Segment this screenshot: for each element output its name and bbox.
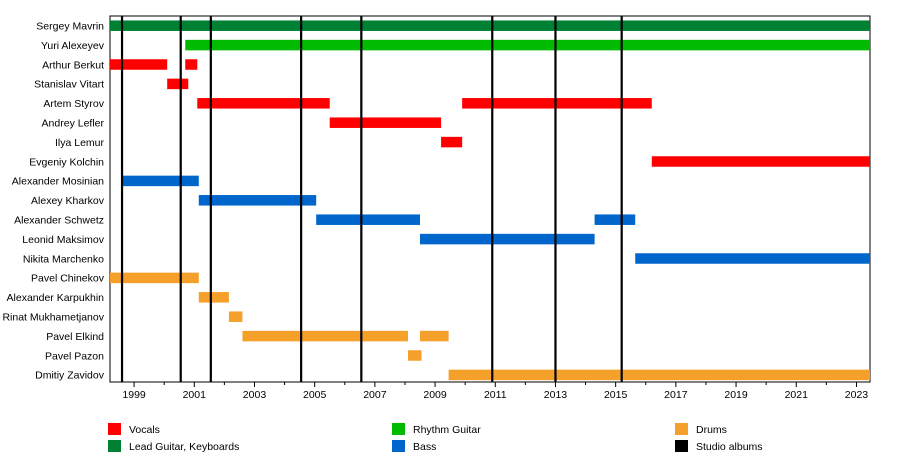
member-label: Leonid Maksimov: [22, 234, 104, 246]
legend-swatch-drums: [675, 423, 688, 435]
bar-arthur-berkut-2: [185, 59, 198, 70]
bar-evgeniy-kolchin-1: [651, 156, 870, 167]
bar-arthur-berkut-1: [110, 59, 168, 70]
x-tick-label: 2017: [664, 389, 688, 401]
legend: Vocals Lead Guitar, Keyboards Rhythm Guita…: [108, 423, 763, 453]
x-tick-label: 2015: [604, 389, 628, 401]
member-label: Alexey Kharkov: [31, 195, 105, 207]
bar-pavel-elkind-1: [242, 330, 408, 342]
legend-label-drums: Drums: [696, 424, 727, 436]
bar-artem-styrov-2: [462, 98, 652, 109]
legend-swatch-bass: [392, 440, 405, 452]
legend-swatch-albums: [675, 440, 688, 452]
member-label: Yuri Alexeyev: [41, 40, 105, 52]
member-label: Sergey Mavrin: [36, 21, 104, 33]
bar-alexey-kharkov-1: [198, 195, 317, 206]
bar-artem-styrov-1: [197, 98, 330, 109]
legend-label-lead: Lead Guitar, Keyboards: [129, 441, 239, 453]
x-tick-label: 2019: [724, 389, 748, 401]
bar-pavel-pazon-1: [407, 350, 422, 361]
member-label: Alexander Karpukhin: [7, 292, 105, 304]
legend-swatch-lead: [108, 440, 121, 452]
x-tick-label: 2007: [363, 389, 387, 401]
x-tick-label: 2001: [183, 389, 207, 401]
x-axis: 1999 2001 2003 2005 2007 2009 2011 2013 2015 2017…: [110, 381, 870, 401]
bar-alexander-schwetz-2: [594, 214, 636, 225]
member-bars: [110, 20, 870, 381]
member-label: Pavel Elkind: [46, 331, 104, 343]
member-label: Nikita Marchenko: [23, 253, 104, 265]
member-label: Pavel Chinekov: [31, 273, 105, 285]
x-tick-label: 2009: [423, 389, 447, 401]
member-label: Evgeniy Kolchin: [29, 156, 104, 168]
x-tick-label: 2023: [845, 389, 869, 401]
legend-swatch-rhythm: [392, 423, 405, 435]
bar-pavel-elkind-2: [420, 330, 449, 342]
x-tick-label: 2011: [484, 389, 507, 401]
member-label: Stanislav Vitart: [34, 79, 104, 91]
member-label: Andrey Lefler: [42, 118, 105, 130]
member-label: Alexander Schwetz: [14, 215, 104, 227]
x-tick-label: 2003: [243, 389, 267, 401]
legend-label-vocals: Vocals: [129, 424, 160, 436]
bar-ilya-lemur-1: [441, 136, 463, 148]
bar-yuri-alexeyev-1: [185, 39, 870, 51]
legend-label-albums: Studio albums: [696, 441, 763, 453]
x-tick-label: 1999: [122, 389, 146, 401]
member-labels: Sergey Mavrin Yuri Alexeyev Arthur Berkut S…: [2, 21, 104, 382]
bar-stanislav-vitart-1: [167, 78, 189, 90]
member-label: Pavel Pazon: [45, 350, 104, 362]
bar-sergey-mavrin-1: [110, 20, 870, 31]
bar-rinat-mukhametjanov-1: [228, 311, 243, 322]
bar-andrey-lefler-1: [329, 117, 442, 128]
member-label: Arthur Berkut: [42, 59, 104, 71]
legend-label-bass: Bass: [413, 441, 436, 453]
member-label: Ilya Lemur: [55, 137, 105, 149]
bar-nikita-marchenko-1: [635, 253, 870, 264]
member-label: Artem Styrov: [43, 98, 104, 110]
album-lines: [120, 16, 623, 382]
bar-dmitiy-zavidov-1: [448, 369, 870, 381]
member-label: Alexander Mosinian: [12, 176, 104, 188]
x-tick-label: 2005: [303, 389, 327, 401]
member-label: Rinat Mukhametjanov: [2, 312, 104, 324]
x-tick-label: 2013: [544, 389, 568, 401]
bar-alexander-mosinian-1: [122, 175, 199, 187]
member-label: Dmitiy Zavidov: [35, 370, 105, 382]
legend-label-rhythm: Rhythm Guitar: [413, 424, 481, 436]
legend-swatch-vocals: [108, 423, 121, 435]
bar-leonid-maksimov-1: [420, 233, 595, 245]
x-tick-label: 2021: [785, 389, 809, 401]
bar-alexander-schwetz-1: [316, 214, 421, 225]
bar-pavel-chinekov-1: [110, 272, 199, 284]
bar-alexander-karpukhin-1: [198, 292, 229, 303]
